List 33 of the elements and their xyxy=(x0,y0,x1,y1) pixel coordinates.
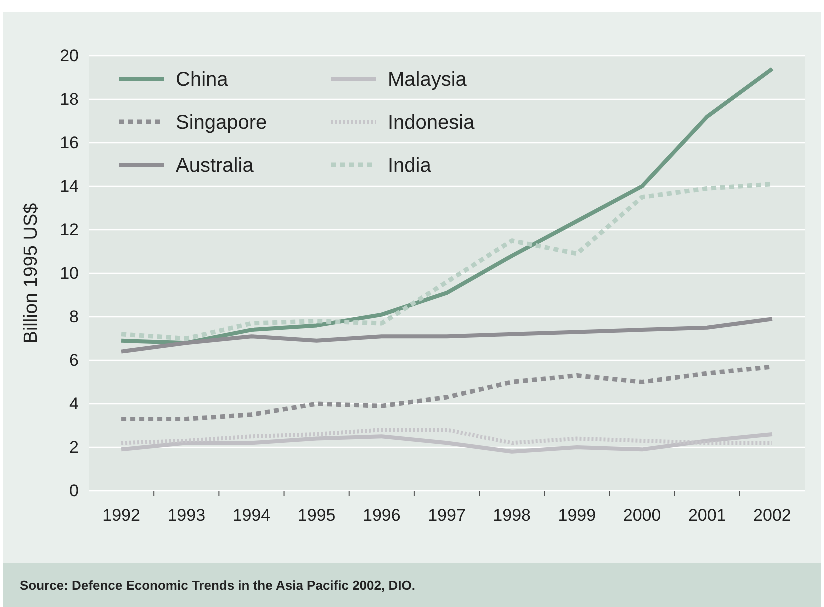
y-tick-label: 4 xyxy=(70,394,79,414)
x-tick-label: 1995 xyxy=(298,506,336,526)
legend-label: Singapore xyxy=(176,112,268,134)
y-tick-label: 20 xyxy=(60,46,79,66)
x-tick-label: 2002 xyxy=(754,506,792,526)
source-note: Source: Defence Economic Trends in the Asia Pacific 2002, DIO. xyxy=(20,578,416,593)
y-tick-label: 10 xyxy=(60,264,79,283)
x-tick-label: 2001 xyxy=(688,506,726,526)
y-tick-label: 6 xyxy=(70,350,79,370)
x-tick-label: 1998 xyxy=(493,506,532,526)
y-tick-label: 0 xyxy=(70,481,79,500)
x-tick-label: 1999 xyxy=(558,506,596,526)
x-tick-label: 1997 xyxy=(428,506,466,526)
x-tick-label: 1993 xyxy=(168,506,206,526)
y-tick-label: 14 xyxy=(60,176,79,196)
x-tick-label: 1992 xyxy=(102,506,140,526)
legend-label: China xyxy=(176,69,230,91)
legend-label: Malaysia xyxy=(388,69,468,91)
legend-label: Indonesia xyxy=(388,112,476,134)
x-tick-label: 1994 xyxy=(232,506,271,526)
x-tick-label: 1996 xyxy=(362,506,401,526)
y-tick-label: 8 xyxy=(70,307,79,326)
y-tick-label: 18 xyxy=(60,90,79,109)
y-tick-label: 12 xyxy=(60,220,79,240)
y-axis-title: Billion 1995 US$ xyxy=(21,202,42,344)
x-tick-label: 2000 xyxy=(623,506,662,526)
y-tick-label: 16 xyxy=(60,133,79,152)
line-series xyxy=(120,432,774,454)
legend-label: India xyxy=(388,155,432,177)
line-series xyxy=(120,317,774,354)
legend-label: Australia xyxy=(176,155,255,177)
line-series xyxy=(120,67,774,346)
y-tick-label: 2 xyxy=(70,438,79,457)
